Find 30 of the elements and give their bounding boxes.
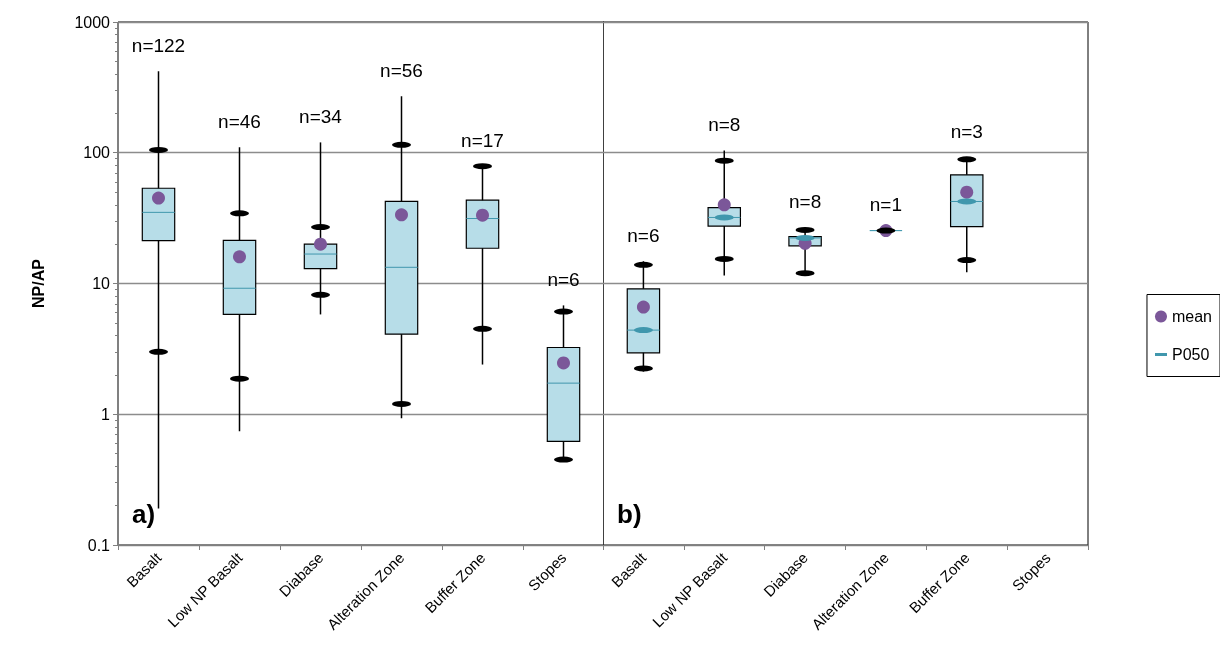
- annotation: b): [617, 499, 642, 529]
- point: [476, 208, 489, 222]
- annotation: n=34: [299, 105, 343, 127]
- y-tick-label: 10: [92, 275, 111, 292]
- point: [152, 191, 165, 205]
- annotation: n=6: [627, 224, 660, 246]
- point: [717, 198, 731, 212]
- annotation: n=122: [131, 34, 186, 56]
- annotation: n=3: [950, 120, 983, 142]
- annotation: n=56: [380, 59, 423, 81]
- y-tick-label: 1: [101, 405, 111, 423]
- y-axis-title: NP/AP: [29, 258, 47, 308]
- point: [557, 356, 570, 370]
- point: [314, 237, 327, 251]
- point: [960, 185, 974, 199]
- annotation: n=17: [461, 129, 504, 151]
- y-tick-label: 1000: [74, 13, 111, 31]
- y-tick-label: 100: [83, 144, 111, 162]
- annotation: n=6: [547, 268, 580, 290]
- annotation: a): [132, 499, 156, 529]
- legend-label: P050: [1171, 346, 1210, 363]
- annotation: n=8: [708, 114, 741, 136]
- point: [636, 300, 650, 314]
- legend-label: mean: [1171, 308, 1213, 325]
- y-tick-label: 0.1: [87, 536, 111, 554]
- annotation: n=46: [218, 110, 261, 132]
- annotation: n=8: [788, 191, 822, 213]
- point: [233, 250, 246, 264]
- point: [395, 208, 408, 222]
- annotation: n=1: [869, 194, 903, 216]
